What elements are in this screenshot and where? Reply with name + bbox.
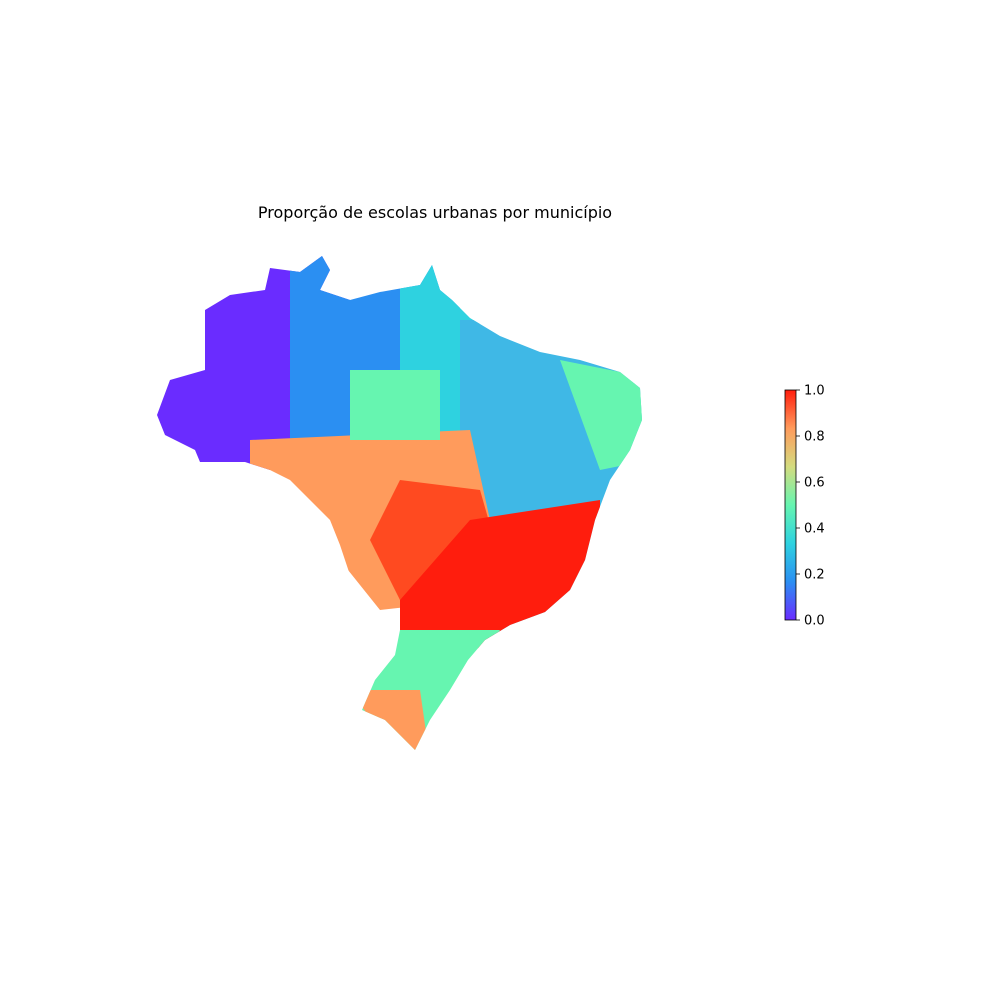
region-amazon-patch (350, 370, 440, 440)
colorbar: 0.0 0.2 0.4 0.6 0.8 1.0 (784, 384, 825, 629)
colorbar-tick-label: 1.0 (804, 384, 825, 399)
colorbar-tick-label: 0.0 (804, 614, 825, 629)
colorbar-ticks: 0.0 0.2 0.4 0.6 0.8 1.0 (796, 384, 825, 629)
map-title: Proporção de escolas urbanas por municíp… (257, 203, 613, 222)
colorbar-tick-label: 0.4 (804, 522, 825, 537)
colorbar-tick-label: 0.2 (804, 568, 825, 583)
colorbar-tick-label: 0.6 (804, 476, 825, 491)
colorbar-tick-label: 0.8 (804, 430, 825, 445)
region-south-west (350, 690, 430, 750)
colorbar-fill (784, 389, 797, 621)
map-regions (157, 256, 642, 750)
